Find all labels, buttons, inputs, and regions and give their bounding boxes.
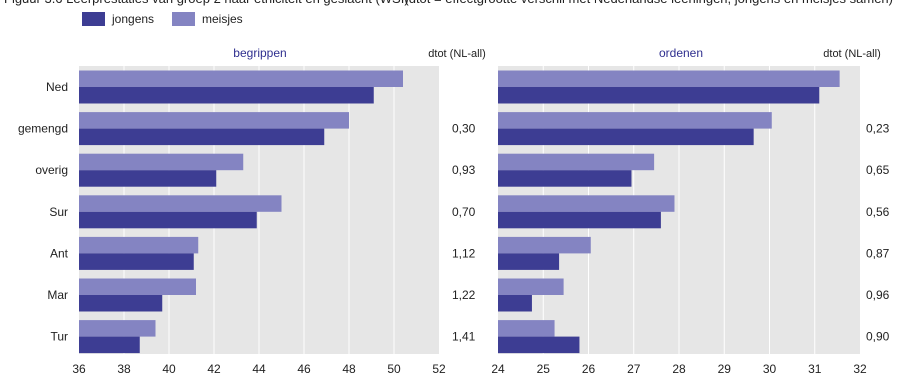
bar-ordenen-overig-meisjes	[498, 153, 655, 171]
dtot-value-begrippen-Mar: 1,22	[452, 288, 476, 302]
bar-begrippen-Ned-meisjes	[79, 70, 403, 87]
x-tick-label-begrippen-42: 42	[207, 362, 221, 376]
x-tick-label-ordenen-26: 26	[582, 362, 596, 376]
category-label-overig: overig	[35, 163, 68, 177]
bar-ordenen-Tur-jongens	[498, 336, 580, 354]
dtot-header-ordenen: dtot (NL-all)	[823, 48, 880, 60]
bar-begrippen-gemengd-jongens	[79, 128, 325, 146]
x-tick-label-ordenen-24: 24	[491, 362, 505, 376]
x-tick-label-begrippen-44: 44	[252, 362, 266, 376]
x-tick-label-begrippen-36: 36	[72, 362, 86, 376]
x-tick-label-ordenen-25: 25	[537, 362, 551, 376]
panel-title-ordenen: ordenen	[659, 46, 703, 60]
bar-ordenen-Mar-meisjes	[498, 278, 564, 295]
x-tick-label-ordenen-27: 27	[627, 362, 641, 376]
x-tick-label-ordenen-29: 29	[718, 362, 732, 376]
legend-label-meisjes: meisjes	[202, 12, 243, 26]
dtot-value-ordenen-Ant: 0,87	[866, 246, 890, 260]
dtot-value-ordenen-Sur: 0,56	[866, 205, 890, 219]
legend-swatch-jongens	[82, 12, 105, 26]
dtot-header-begrippen: dtot (NL-all)	[428, 48, 485, 60]
panel-title-begrippen: begrippen	[233, 46, 286, 60]
category-label-Sur: Sur	[49, 205, 68, 219]
bar-begrippen-Ant-jongens	[79, 253, 194, 270]
bar-begrippen-Tur-jongens	[79, 336, 140, 354]
bar-begrippen-gemengd-meisjes	[79, 112, 349, 129]
bar-ordenen-Tur-meisjes	[498, 320, 555, 337]
dtot-value-ordenen-overig: 0,65	[866, 163, 890, 177]
category-label-Ned: Ned	[46, 80, 68, 94]
bar-begrippen-Ned-jongens	[79, 87, 374, 104]
bar-begrippen-Sur-meisjes	[79, 195, 282, 212]
dtot-value-begrippen-overig: 0,93	[452, 163, 476, 177]
x-tick-label-ordenen-30: 30	[763, 362, 777, 376]
bar-ordenen-Ant-jongens	[498, 253, 560, 270]
x-tick-label-ordenen-31: 31	[808, 362, 822, 376]
x-tick-label-ordenen-28: 28	[672, 362, 686, 376]
x-tick-label-begrippen-52: 52	[432, 362, 446, 376]
x-tick-label-begrippen-38: 38	[117, 362, 131, 376]
category-label-Tur: Tur	[50, 330, 68, 344]
bar-ordenen-Sur-meisjes	[498, 195, 675, 212]
dtot-value-begrippen-Ant: 1,12	[452, 246, 476, 260]
dtot-value-ordenen-Mar: 0,96	[866, 288, 890, 302]
dtot-value-ordenen-gemengd: 0,23	[866, 122, 890, 136]
dtot-value-begrippen-Tur: 1,41	[452, 330, 476, 344]
bar-begrippen-Sur-jongens	[79, 211, 257, 229]
bar-begrippen-Mar-meisjes	[79, 278, 196, 295]
bar-begrippen-Mar-jongens	[79, 295, 163, 312]
bar-ordenen-gemengd-jongens	[498, 128, 754, 146]
bar-begrippen-Tur-meisjes	[79, 320, 156, 337]
bar-ordenen-gemengd-meisjes	[498, 112, 772, 129]
x-tick-label-begrippen-40: 40	[162, 362, 176, 376]
x-tick-label-ordenen-32: 32	[853, 362, 867, 376]
dtot-value-begrippen-Sur: 0,70	[452, 205, 476, 219]
category-label-Ant: Ant	[50, 246, 69, 260]
x-tick-label-begrippen-46: 46	[297, 362, 311, 376]
legend-swatch-meisjes	[172, 12, 195, 26]
bar-begrippen-overig-jongens	[79, 170, 217, 187]
bar-ordenen-Ned-jongens	[498, 87, 820, 104]
header-caption: Figuur 3.6 Leerprestaties van groep 2 na…	[4, 0, 409, 6]
x-tick-label-begrippen-50: 50	[387, 362, 401, 376]
bar-begrippen-Ant-meisjes	[79, 236, 199, 254]
category-label-gemengd: gemengd	[18, 122, 68, 136]
dtot-value-begrippen-gemengd: 0,30	[452, 122, 476, 136]
bar-ordenen-Mar-jongens	[498, 295, 532, 312]
legend-label-jongens: jongens	[111, 12, 154, 26]
dtot-value-ordenen-Tur: 0,90	[866, 330, 890, 344]
category-label-Mar: Mar	[47, 288, 68, 302]
bar-ordenen-Sur-jongens	[498, 211, 661, 229]
bar-ordenen-Ned-meisjes	[498, 70, 840, 87]
header-caption-right: (dtot = effectgrootte verschil met Neder…	[404, 0, 893, 6]
bar-ordenen-Ant-meisjes	[498, 236, 591, 254]
bar-begrippen-overig-meisjes	[79, 153, 244, 171]
x-tick-label-begrippen-48: 48	[342, 362, 356, 376]
bar-ordenen-overig-jongens	[498, 170, 632, 187]
